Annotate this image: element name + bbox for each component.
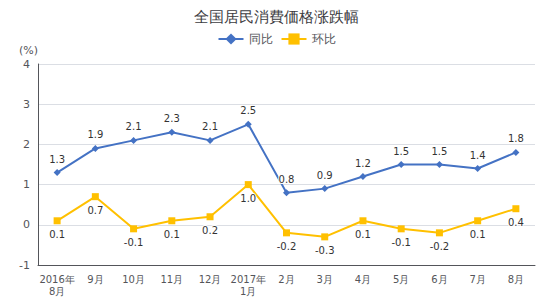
svg-text:6月: 6月 <box>431 274 447 285</box>
svg-text:2.3: 2.3 <box>164 113 180 124</box>
svg-text:12月: 12月 <box>199 274 222 285</box>
svg-text:1.9: 1.9 <box>87 129 103 140</box>
svg-text:2.1: 2.1 <box>126 121 142 132</box>
svg-text:-0.3: -0.3 <box>315 245 335 256</box>
svg-text:4月: 4月 <box>355 274 371 285</box>
svg-text:全国居民消費価格涨跌幅: 全国居民消費価格涨跌幅 <box>194 8 359 26</box>
svg-text:5月: 5月 <box>393 274 409 285</box>
svg-text:11月: 11月 <box>160 274 183 285</box>
svg-text:7月: 7月 <box>469 274 485 285</box>
svg-text:1.5: 1.5 <box>431 146 447 157</box>
svg-text:2月: 2月 <box>278 274 294 285</box>
svg-text:-0.1: -0.1 <box>391 237 411 248</box>
svg-text:-1: -1 <box>19 259 30 272</box>
svg-text:0.8: 0.8 <box>279 174 295 185</box>
svg-text:0.7: 0.7 <box>87 205 103 216</box>
svg-text:-0.2: -0.2 <box>277 241 297 252</box>
svg-text:2016年: 2016年 <box>39 274 74 285</box>
svg-text:环比: 环比 <box>312 32 336 46</box>
svg-text:2: 2 <box>23 138 30 151</box>
svg-text:2.1: 2.1 <box>202 121 218 132</box>
svg-text:-0.1: -0.1 <box>124 237 144 248</box>
svg-text:0.2: 0.2 <box>202 225 218 236</box>
svg-text:1.5: 1.5 <box>393 146 409 157</box>
svg-text:8月: 8月 <box>49 286 65 297</box>
svg-text:0.9: 0.9 <box>317 170 333 181</box>
svg-text:0.1: 0.1 <box>164 229 180 240</box>
svg-text:0: 0 <box>23 218 30 231</box>
svg-text:1.0: 1.0 <box>240 193 256 204</box>
svg-text:9月: 9月 <box>87 274 103 285</box>
svg-text:1.4: 1.4 <box>470 150 486 161</box>
svg-text:-0.2: -0.2 <box>430 241 450 252</box>
svg-text:0.1: 0.1 <box>470 229 486 240</box>
svg-text:0.4: 0.4 <box>508 217 524 228</box>
svg-text:0.1: 0.1 <box>355 229 371 240</box>
svg-text:4: 4 <box>23 58 30 71</box>
svg-text:8月: 8月 <box>508 274 524 285</box>
svg-text:1月: 1月 <box>240 286 256 297</box>
svg-text:2017年: 2017年 <box>231 274 266 285</box>
svg-text:3月: 3月 <box>317 274 333 285</box>
svg-text:3: 3 <box>23 98 30 111</box>
svg-text:1.8: 1.8 <box>508 133 524 144</box>
svg-text:0.1: 0.1 <box>49 229 65 240</box>
svg-text:10月: 10月 <box>122 274 145 285</box>
svg-text:2.5: 2.5 <box>240 105 256 116</box>
svg-text:同比: 同比 <box>249 32 273 46</box>
svg-text:1.2: 1.2 <box>355 158 371 169</box>
svg-text:1: 1 <box>23 178 30 191</box>
svg-text:1.3: 1.3 <box>49 154 65 165</box>
svg-text:(%): (%) <box>19 44 38 57</box>
